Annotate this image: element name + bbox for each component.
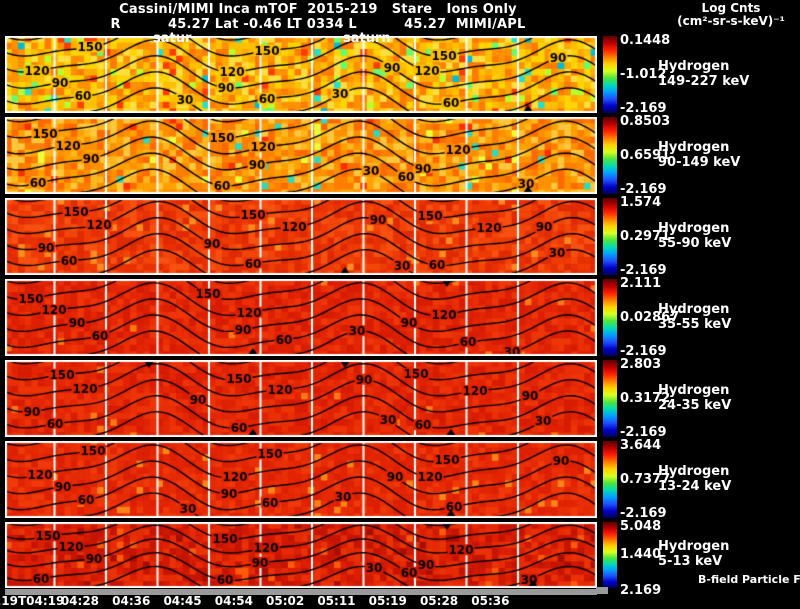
colorbar-4-min-label: -2.169 — [620, 344, 667, 359]
colorbar-2 — [603, 117, 617, 194]
energy-range-label: 149-227 keV — [658, 73, 750, 89]
colorbar-3-mid-label: 0.2971 — [620, 228, 671, 244]
colorbar-6-min-label: -2.169 — [620, 506, 667, 521]
energy-band-label-5: Hydrogen 24-35 keV — [658, 383, 731, 413]
saturn-event-label-2: saturn — [343, 31, 391, 46]
species-label: Hydrogen — [658, 220, 730, 236]
time-tick-label-10: 05:36 — [471, 594, 510, 608]
energy-band-label-2: Hydrogen 90-149 keV — [658, 140, 740, 170]
spectrogram-panel-1 — [5, 36, 597, 113]
species-label: Hydrogen — [658, 58, 730, 74]
energy-range-label: 13-24 keV — [658, 478, 732, 494]
colorbar-3 — [603, 198, 617, 275]
species-label: Hydrogen — [658, 539, 730, 554]
colorbar-3-min-label: -2.169 — [620, 263, 667, 278]
species-label: Hydrogen — [658, 139, 730, 155]
species-label: Hydrogen — [658, 463, 730, 479]
page-title: Cassini/MIMI Inca mTOF 2015-219 Stare Io… — [119, 2, 517, 17]
time-tick-label-2: 04:28 — [60, 594, 100, 608]
time-tick-label-4: 04:45 — [163, 594, 202, 608]
units-line2: (cm²-sr-s-keV)⁻¹ — [677, 14, 785, 28]
species-label: Hydrogen — [658, 301, 730, 317]
bfield-particle-flow-label: B-field Particle Flow — [698, 573, 800, 586]
time-tick-label-5: 04:54 — [214, 594, 253, 608]
colorbar-4-mid-label: 0.02867 — [620, 309, 680, 325]
colorbar-base-stub — [596, 587, 608, 594]
colorbar-5-max-label: 2.803 — [620, 357, 662, 372]
energy-band-label-6: Hydrogen 13-24 keV — [658, 464, 731, 494]
saturn-event-label-1: satur — [153, 31, 192, 46]
colorbar-1-max-label: 0.1448 — [620, 33, 671, 48]
colorbar-1-mid-label: -1.012 — [620, 66, 667, 82]
species-label: Hydrogen — [658, 382, 730, 398]
colorbar-units: Log Cnts (cm²-sr-s-keV)⁻¹ — [677, 2, 785, 28]
spectrogram-panel-7 — [5, 522, 597, 588]
colorbar-6-mid-label: 0.7377 — [620, 471, 671, 487]
energy-range-label: 90-149 keV — [658, 154, 741, 170]
time-tick-label-3: 04:36 — [112, 594, 151, 608]
colorbar-5-min-label: -2.169 — [620, 425, 667, 440]
colorbar-3-max-label: 1.574 — [620, 195, 662, 210]
colorbar-7-mid-label: 1.440 — [620, 547, 662, 562]
page-subtitle: R 45.27 Lat -0.46 LT 0334 L 45.27 MIMI/A… — [110, 17, 526, 32]
colorbar-5-mid-label: 0.3172 — [620, 390, 671, 406]
energy-range-label: 5-13 keV — [658, 554, 723, 569]
colorbar-4 — [603, 279, 617, 356]
colorbar-2-max-label: 0.8503 — [620, 114, 671, 129]
time-tick-label-8: 05:19 — [368, 594, 407, 608]
energy-range-label: 24-35 keV — [658, 397, 732, 413]
colorbar-6 — [603, 441, 617, 518]
colorbar-7-min-label: 2.169 — [620, 583, 662, 598]
spectrogram-panel-3 — [5, 198, 597, 275]
time-tick-label-9: 05:28 — [419, 594, 459, 608]
colorbar-2-min-label: -2.169 — [620, 182, 667, 197]
time-tick-label-6: 05:02 — [266, 594, 305, 608]
time-tick-label-1: 219T04:19 — [0, 594, 65, 608]
colorbar-7-max-label: 5.048 — [620, 519, 662, 534]
colorbar-5 — [603, 360, 617, 437]
energy-band-label-7: Hydrogen 5-13 keV — [658, 539, 729, 569]
spectrogram-panel-2 — [5, 117, 597, 194]
spectrogram-panel-5 — [5, 360, 597, 437]
time-axis-bar — [5, 589, 597, 595]
colorbar-6-max-label: 3.644 — [620, 438, 662, 453]
colorbar-4-max-label: 2.111 — [620, 276, 662, 291]
colorbar-7 — [603, 522, 617, 588]
energy-band-label-4: Hydrogen 35-55 keV — [658, 302, 731, 332]
colorbar-1 — [603, 36, 617, 113]
energy-range-label: 35-55 keV — [658, 316, 732, 332]
energy-band-label-3: Hydrogen 55-90 keV — [658, 221, 731, 251]
colorbar-2-mid-label: 0.6591 — [620, 147, 671, 163]
energy-range-label: 55-90 keV — [658, 235, 732, 251]
spectrogram-panel-4 — [5, 279, 597, 356]
colorbar-1-min-label: -2.169 — [620, 101, 667, 116]
energy-band-label-1: Hydrogen 149-227 keV — [658, 59, 749, 89]
time-tick-label-7: 05:11 — [317, 594, 356, 608]
units-line1: Log Cnts — [701, 1, 761, 15]
spectrogram-panel-6 — [5, 441, 597, 518]
